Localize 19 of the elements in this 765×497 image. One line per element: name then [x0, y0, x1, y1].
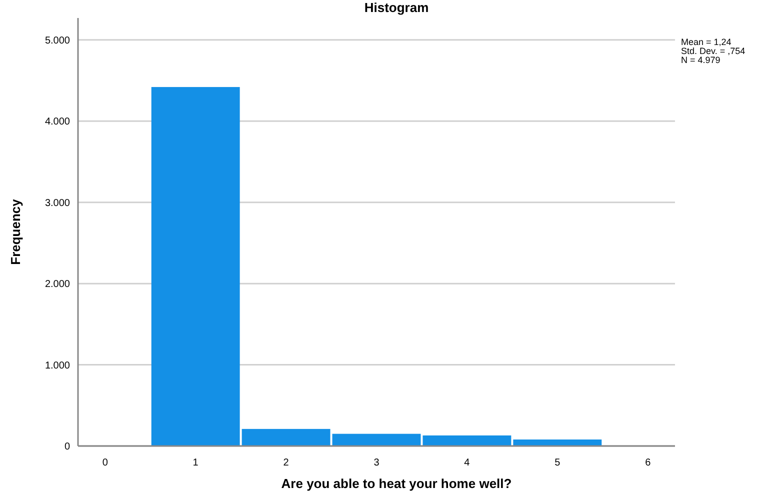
x-tick-label: 1	[192, 458, 199, 468]
y-tick-label: 2.000	[44, 279, 70, 290]
x-tick-label: 5	[554, 458, 561, 468]
text: Std. Dev. = ,754	[681, 46, 746, 56]
x-tick-label: 6	[645, 458, 652, 468]
x-tick-label: 0	[102, 458, 108, 468]
y-tick-label: 5.000	[44, 35, 70, 46]
y-axis-title: Frequency	[8, 198, 23, 265]
y-tick-label: 3.000	[44, 198, 70, 209]
text: Mean = 1,24	[681, 37, 732, 47]
y-tick-label: 4.000	[44, 116, 70, 128]
text: N = 4.979	[681, 55, 720, 65]
y-tick-label: 0	[64, 442, 70, 452]
x-axis-title: Are you able to heat your home well?	[281, 476, 512, 491]
x-tick-label: 4	[464, 458, 470, 468]
y-tick-label: 1.000	[44, 360, 70, 372]
chart-title: Histogram	[364, 0, 429, 15]
x-tick-label: 3	[374, 458, 380, 468]
x-tick-label: 2	[283, 458, 290, 468]
